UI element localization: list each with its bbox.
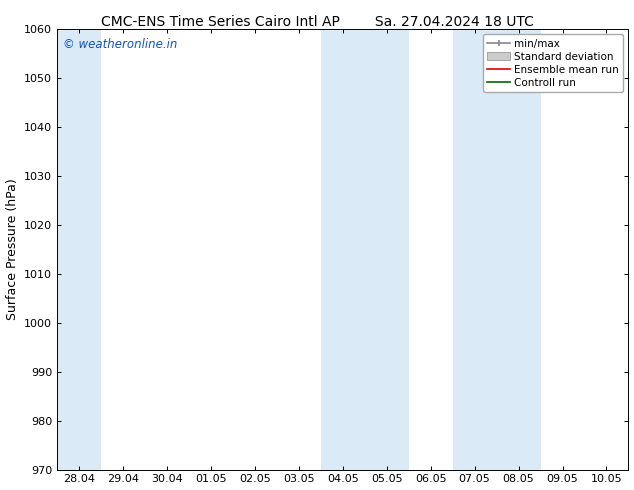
Text: © weatheronline.in: © weatheronline.in (63, 38, 177, 51)
Bar (57, 29, 101, 469)
Bar (321, 29, 409, 469)
Text: CMC-ENS Time Series Cairo Intl AP        Sa. 27.04.2024 18 UTC: CMC-ENS Time Series Cairo Intl AP Sa. 27… (101, 15, 533, 29)
Y-axis label: Surface Pressure (hPa): Surface Pressure (hPa) (6, 178, 18, 320)
Bar (453, 29, 541, 469)
Legend: min/max, Standard deviation, Ensemble mean run, Controll run: min/max, Standard deviation, Ensemble me… (483, 34, 623, 92)
